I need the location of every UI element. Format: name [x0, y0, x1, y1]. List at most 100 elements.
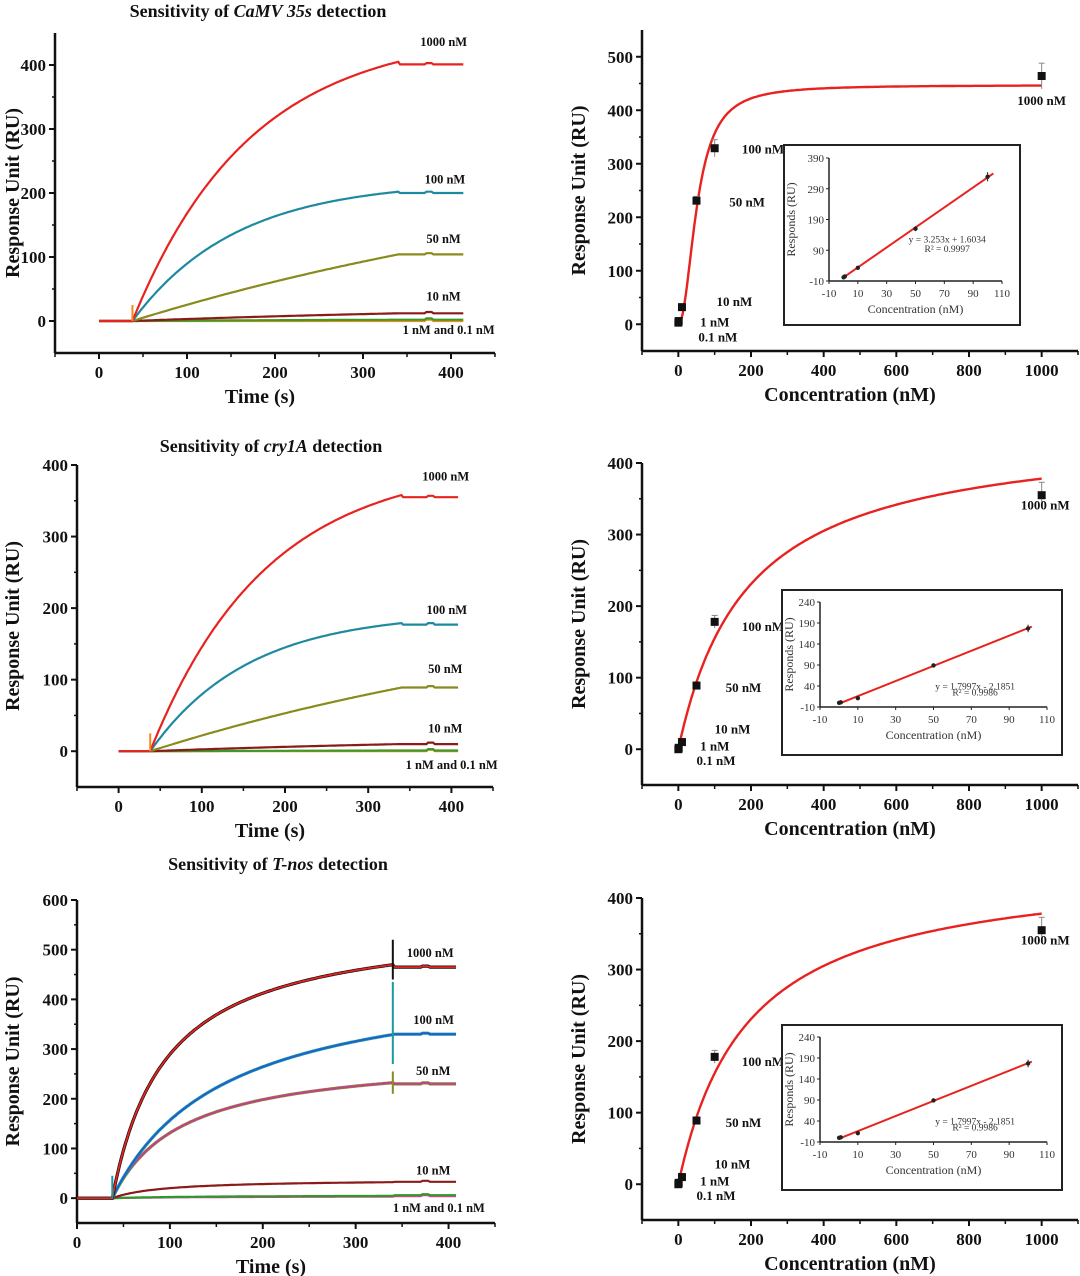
inset-data-point — [931, 663, 936, 668]
x-tick-label: 800 — [956, 795, 982, 814]
inset-x-tick-label: 110 — [1039, 1149, 1056, 1161]
x-tick-label: 400 — [811, 795, 837, 814]
curve-label: 10 nM — [416, 1163, 451, 1177]
y-tick-label: 100 — [608, 262, 634, 281]
inset-y-tick-label: -10 — [800, 1137, 815, 1149]
y-tick-label: 600 — [43, 891, 69, 910]
data-point — [692, 196, 701, 205]
inset-data-point — [1025, 1061, 1031, 1066]
data-point — [677, 1173, 686, 1182]
y-tick-label: 100 — [43, 671, 69, 690]
fit-curve — [677, 84, 1042, 326]
inset-x-tick-label: 10 — [852, 714, 864, 726]
curve-10nM — [118, 741, 459, 753]
x-tick-label: 200 — [738, 361, 764, 380]
chart-title: Sensitivity of cry1A detection — [160, 436, 383, 456]
point-label: 50 nM — [726, 1115, 762, 1130]
inset-x-tick-label: 110 — [994, 288, 1011, 300]
x-tick-label: 100 — [189, 797, 215, 816]
inset-y-tick-label: 240 — [799, 597, 816, 609]
curve-10nM — [99, 310, 464, 323]
x-tick-label: 0 — [73, 1233, 82, 1252]
inset-fit-line — [842, 172, 994, 279]
inset-y-tick-label: 40 — [804, 681, 816, 693]
data-point — [677, 738, 686, 747]
x-tick-label: 400 — [811, 1230, 837, 1249]
point-label: 100 nM — [742, 1054, 784, 1069]
y-tick-label: 0 — [625, 1175, 634, 1194]
inset-data-point — [985, 174, 990, 179]
y-tick-label: 300 — [608, 526, 634, 545]
point-label: 100 nM — [742, 142, 784, 157]
inset-y-tick-label: 140 — [799, 1074, 816, 1086]
y-tick-label: 0 — [625, 740, 634, 759]
camv-concentration-panel: 0 100 200 300 400 500 0 200 400 600 800 1000 Concent… — [568, 30, 1079, 406]
curve-100nM — [118, 621, 459, 753]
y-axis-label: Response Unit (RU) — [568, 106, 590, 276]
y-tick-label: 0 — [38, 312, 47, 331]
y-tick-label: 300 — [43, 1040, 69, 1059]
curve-1000nM — [99, 60, 464, 323]
x-tick-label: 300 — [355, 797, 381, 816]
x-tick-label: 400 — [438, 363, 464, 382]
y-tick-label: 0 — [60, 742, 69, 761]
curve-label: 1 nM and 0.1 nM — [406, 758, 498, 772]
inset-frame — [783, 144, 1021, 326]
y-tick-label: 300 — [608, 155, 634, 174]
point-label: 10 nM — [715, 1156, 751, 1171]
x-axis-label: Concentration (nM) — [764, 1253, 936, 1275]
point-label: 1000 nM — [1021, 498, 1070, 513]
data-point — [692, 1116, 701, 1125]
y-tick-label: 300 — [21, 120, 47, 139]
x-tick-label: 200 — [262, 363, 288, 382]
y-tick-label: 400 — [608, 889, 634, 908]
y-tick-label: 100 — [608, 669, 634, 688]
point-label: 50 nM — [729, 195, 765, 210]
data-point — [677, 303, 686, 312]
inset-x-tick-label: 110 — [1039, 714, 1056, 726]
tnos-kinetics-panel: Sensitivity of T-nos detection 0 100 200 300… — [2, 854, 496, 1276]
data-point — [1037, 491, 1046, 500]
y-tick-label: 100 — [21, 248, 47, 267]
camv-kinetics-panel: Sensitivity of CaMV 35s detection 0 100 200… — [2, 1, 496, 408]
inset-x-tick-label: 10 — [852, 1149, 864, 1161]
tnos-concentration-panel: 0 100 200 300 400 0 200 400 600 800 1000 Concentrat… — [568, 889, 1079, 1275]
x-axis-label: Concentration (nM) — [764, 818, 936, 840]
y-tick-label: 200 — [608, 597, 634, 616]
curve-1000nM — [118, 493, 459, 753]
x-tick-label: 100 — [174, 363, 200, 382]
curve-50nM — [118, 685, 459, 753]
x-tick-label: 1000 — [1025, 795, 1059, 814]
point-label: 1000 nM — [1021, 933, 1070, 948]
curve-10nM — [77, 1179, 456, 1200]
inset-data-point — [855, 1130, 861, 1136]
data-point — [710, 617, 719, 626]
cry1a-concentration-panel: 0 100 200 300 400 0 200 400 600 800 1000 Concentrat… — [568, 454, 1079, 840]
inset-x-label: Concentration (nM) — [868, 302, 964, 316]
x-tick-label: 300 — [350, 363, 376, 382]
curve-label: 10 nM — [428, 722, 463, 736]
inset-x-tick-label: 30 — [881, 288, 893, 300]
inset-equation: y = 3.253x + 1.6034 — [909, 236, 986, 246]
inset-equation: y = 1.7997x - 2.1851 — [935, 1117, 1015, 1127]
curve-label: 100 nM — [425, 172, 466, 186]
point-label: 0.1 nM — [697, 753, 736, 768]
point-label: 1 nM — [700, 1174, 729, 1189]
curve-label: 50 nM — [416, 1064, 451, 1078]
data-point — [710, 1052, 719, 1061]
y-axis-label: Response Unit (RU) — [2, 108, 24, 278]
inset-data-point — [838, 1135, 844, 1140]
inset-r2: R² = 0.9997 — [925, 245, 971, 255]
inset-x-tick-label: 30 — [890, 714, 902, 726]
inset-x-tick-label: 50 — [910, 288, 922, 300]
inset-x-tick-label: 50 — [928, 714, 940, 726]
curve-label: 10 nM — [426, 290, 461, 304]
inset-x-label: Concentration (nM) — [886, 728, 982, 742]
inset-data-point — [931, 1098, 936, 1103]
x-tick-label: 200 — [250, 1233, 276, 1252]
inset-y-tick-label: 90 — [804, 660, 816, 672]
inset-y-tick-label: -10 — [809, 276, 824, 288]
x-tick-label: 300 — [343, 1233, 369, 1252]
x-axis-label: Concentration (nM) — [764, 384, 936, 406]
